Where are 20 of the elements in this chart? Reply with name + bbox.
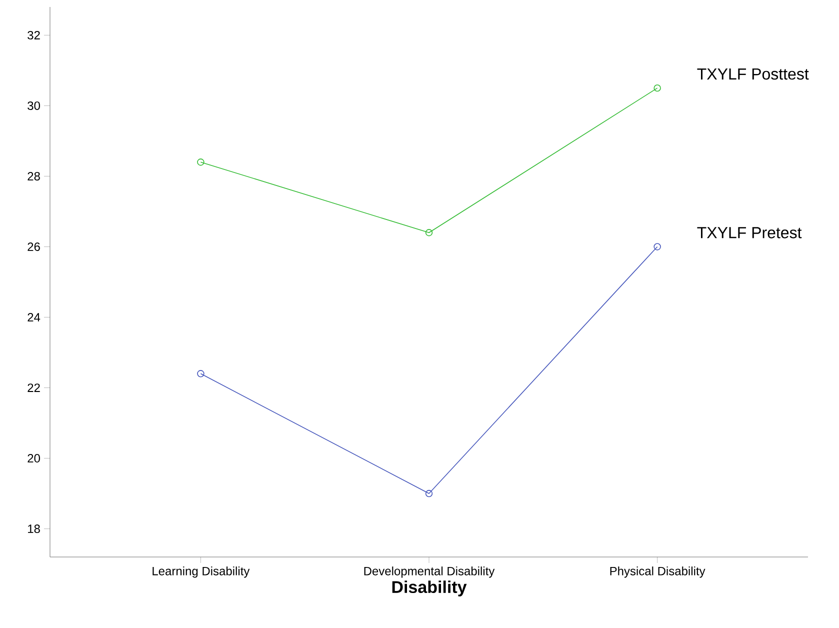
point [654,84,661,92]
y-tick-label: 20 [28,454,40,463]
x-tick-label: Learning Disability [152,566,250,578]
y-tick-label: 28 [28,172,40,180]
point [654,243,661,250]
point [197,370,204,378]
y-tick-label: 18 [28,524,40,534]
text: TXYLF Posttest [697,68,809,80]
x-axis-title: Disability [392,580,467,596]
y-tick-label: 30 [28,101,40,110]
point [425,229,433,236]
text: TXYLF Pretest [697,227,802,238]
y-tick-label: 24 [28,313,40,322]
x-tick-label: Developmental Disability [364,566,495,578]
point [197,158,204,166]
y-tick-label: 26 [28,242,40,251]
y-tick-label: 22 [28,384,40,392]
y-tick-label: 32 [28,30,40,40]
point [425,490,433,498]
x-tick-label: Physical Disability [610,566,706,578]
